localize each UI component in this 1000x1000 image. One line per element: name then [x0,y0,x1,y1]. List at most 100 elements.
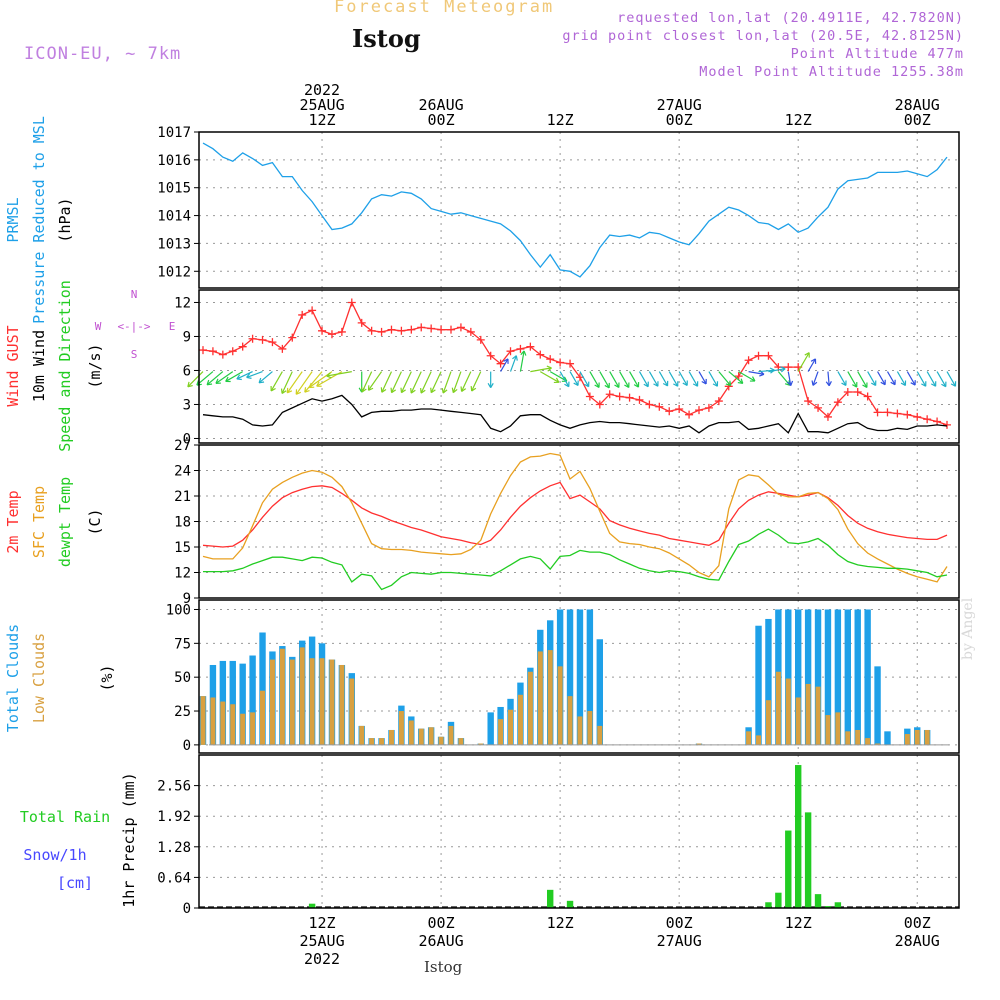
wind-vector [926,371,937,387]
wind-vector-head [950,381,957,387]
location-title: Istog [352,24,421,53]
axis-label: Speed and Direction [56,280,74,452]
wind-vector-head [673,381,679,387]
wind-vector [668,371,679,387]
total-cloud-bar [844,609,851,745]
wind-vector-head [420,388,426,394]
wind-vector [304,371,323,393]
gust-marker [655,402,664,411]
gust-marker [784,363,793,372]
panel-frame [198,754,960,909]
total-cloud-bar [755,625,762,745]
time-label-bottom: 12Z [547,914,574,932]
wind-vector [519,350,525,372]
gust-marker [199,346,207,355]
compass-s: S [131,348,138,361]
wind-vector [391,371,402,393]
wind-vector-head [367,385,374,391]
gust-marker [447,325,455,334]
gust-marker [516,344,525,353]
low-cloud-bar [438,736,444,745]
axis-label: Total Clouds [4,624,22,732]
wind-vector [916,371,927,387]
wind-vector-head [236,374,242,381]
axis-label: dewpt Temp [56,477,74,567]
wind-vector [619,371,630,388]
low-cloud-bar [835,712,841,745]
wind-vector-head [737,378,744,384]
gust-marker [437,325,446,334]
wind-vector-head [862,382,868,388]
gust-marker [476,335,485,344]
low-cloud-bar [359,725,365,745]
wind-vector [936,371,947,387]
gust-marker [268,338,277,347]
footer-location: Istog [424,958,463,976]
wind-vector-head [326,372,332,379]
total-cloud-bar [576,609,584,745]
low-cloud-bar [547,650,553,745]
wind-vector [638,371,649,387]
total-cloud-bar [814,609,822,745]
low-cloud-bar [210,697,216,745]
gust-marker [853,388,862,396]
gust-marker [764,351,773,360]
wind-vector-head [614,382,620,388]
total-cloud-bar [239,663,246,745]
low-cloud-bar [279,648,285,745]
gust-marker [833,398,842,407]
wind-vector [768,368,786,373]
low-cloud-bar [756,735,762,745]
gust-marker [625,393,634,402]
total-cloud-bar [596,639,603,745]
low-cloud-bar [567,696,573,745]
gust-marker [863,392,872,401]
axis-label: Snow/1h [23,846,86,864]
time-label-bottom: 27AUG [657,932,702,950]
gust-marker [337,327,346,336]
wind-vector-head [921,381,927,387]
low-cloud-bar [299,647,305,745]
point-altitude: Point Altitude 477m [790,46,964,62]
axis-label: Pressure Reduced to MSL [30,116,48,324]
low-cloud-bar [527,671,533,745]
axis-label: Wind GUST [4,325,22,406]
compass-w: W [95,320,102,333]
wind-vector [281,371,293,394]
gust-marker [913,412,922,421]
gust-marker [585,392,594,401]
wind-vector [500,358,509,372]
total-cloud-bar [785,609,792,745]
total-cloud-bar [566,609,574,745]
wind-vector [648,371,659,387]
gust-marker [387,325,396,334]
wind-vector-head [470,386,477,392]
wind-vector [509,355,517,372]
wind-vector-head [643,381,649,388]
gust-marker [546,355,555,364]
wind-vector [688,371,699,387]
gust-marker [635,395,644,404]
axis-label: Total Rain [20,808,110,826]
low-cloud-bar [269,659,275,745]
wind-vector [461,371,472,392]
model-label: ICON-EU, ~ 7km [24,44,182,64]
rain-bar [547,889,554,908]
wind-vector [728,371,744,384]
y-tick-label: 21 [174,489,191,505]
axis-label: SFC Temp [30,486,48,558]
low-cloud-bar [319,658,325,745]
gust-marker [566,359,575,368]
low-cloud-bar [924,729,930,745]
low-cloud-bar [597,725,603,745]
wind-vector [708,371,718,387]
gust-marker [218,350,227,359]
gust-marker [873,408,882,417]
wind-vector-head [441,388,448,394]
total-cloud-bar [834,609,842,745]
low-cloud-bar [517,694,523,745]
wind-vector [658,371,669,387]
wind-vector-head [749,376,756,382]
y-tick-label: 1012 [157,264,191,280]
